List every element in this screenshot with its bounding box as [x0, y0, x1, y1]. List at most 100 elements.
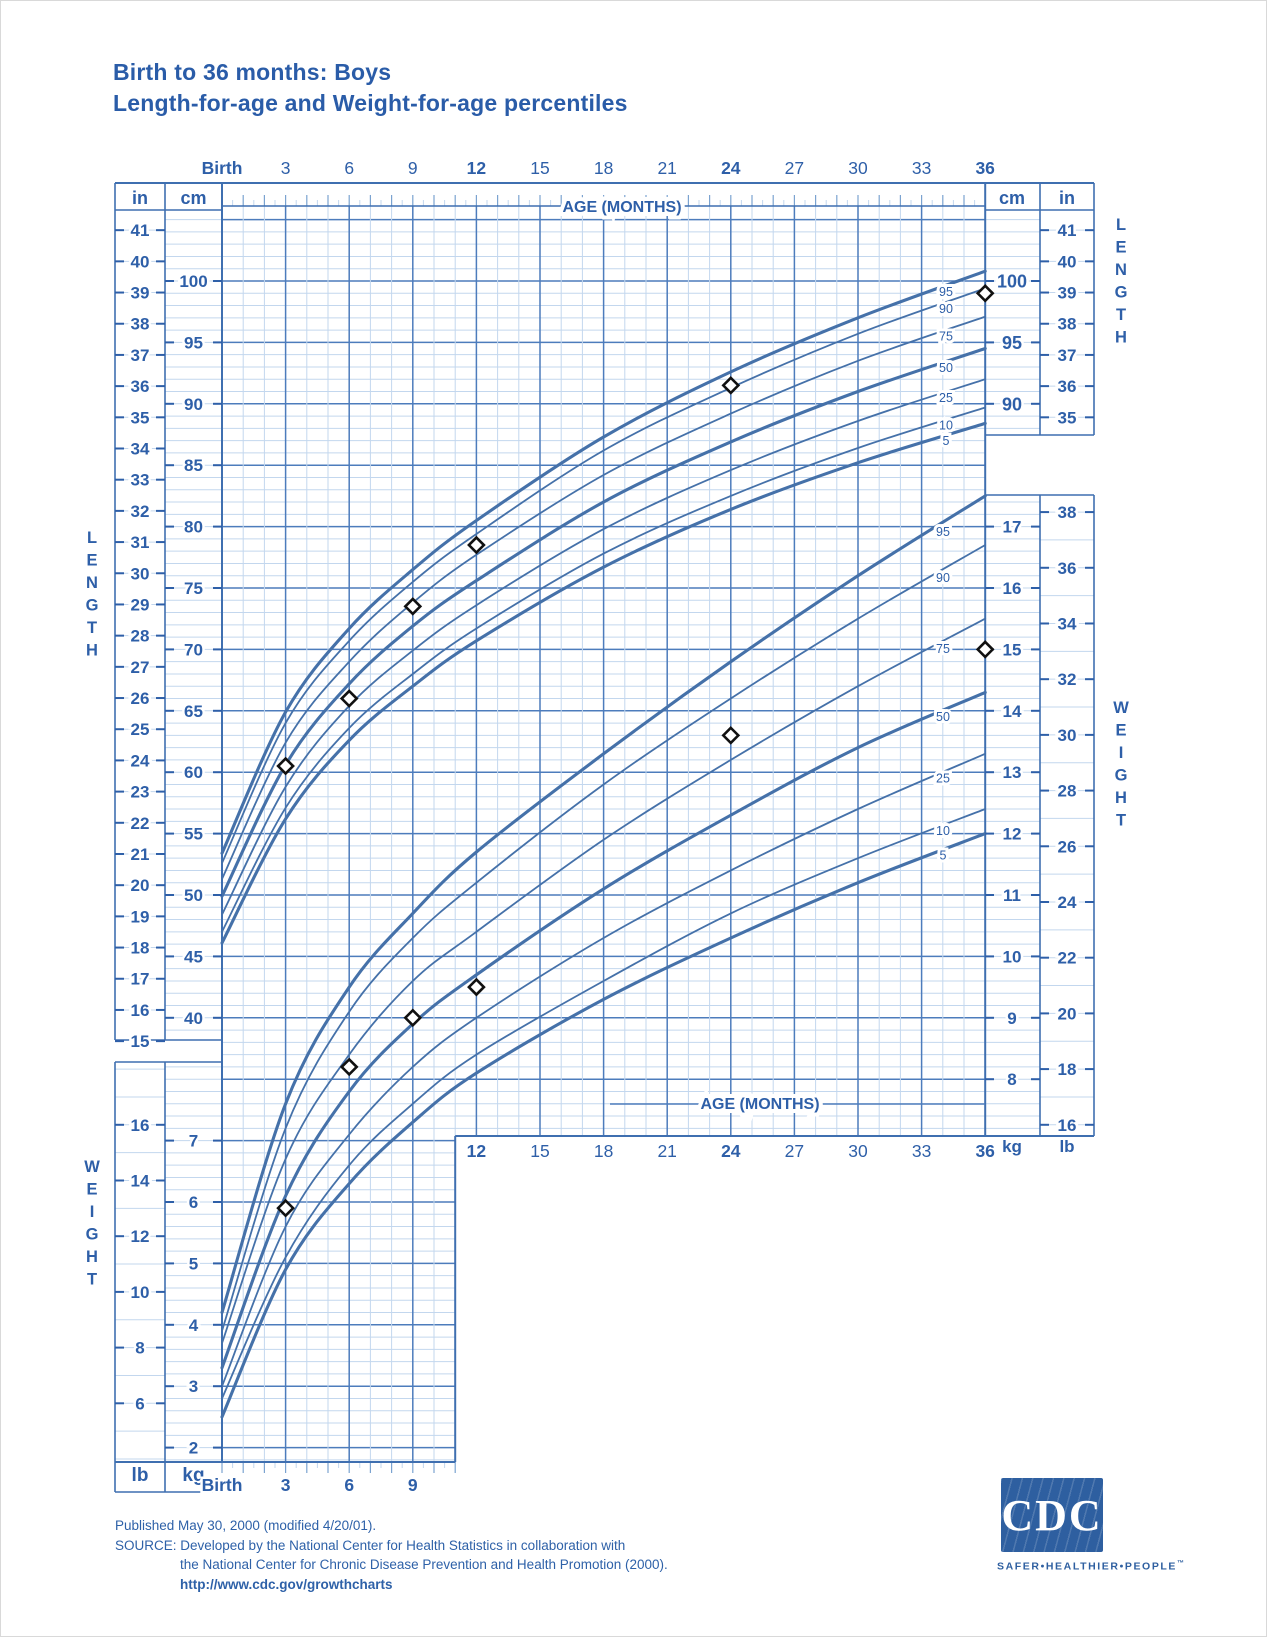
in-tick-32: 32: [131, 502, 150, 521]
cm-tick-95: 95: [184, 333, 203, 352]
in-tick-30: 30: [131, 564, 150, 583]
weight-word-right-letter: G: [1115, 767, 1128, 785]
month-top-Birth: Birth: [202, 158, 243, 178]
lb-right-34: 34: [1058, 614, 1077, 633]
footer-source-2: the National Center for Chronic Disease …: [180, 1557, 668, 1572]
in-tick-28: 28: [131, 627, 150, 646]
length-percentile-curves-p5: [220, 421, 987, 945]
weight-percentile-curves-p50: [220, 690, 987, 1370]
title-line-2: Length-for-age and Weight-for-age percen…: [113, 90, 628, 116]
cm-tick-70: 70: [184, 640, 203, 659]
age-months-top-label: AGE (MONTHS): [562, 199, 681, 216]
weight-percentile-curves-p90: [221, 544, 987, 1332]
cm-tick-45: 45: [184, 947, 203, 966]
frame-borders: [114, 182, 1095, 1493]
month-bottom-36: 36: [975, 1141, 995, 1161]
weight-point-12mo: [467, 977, 486, 997]
in-tick-21: 21: [131, 845, 150, 864]
lb-right-24: 24: [1058, 893, 1077, 912]
month-bottom-27: 27: [785, 1141, 804, 1161]
lb-right-32: 32: [1058, 670, 1077, 689]
cm-tick-80: 80: [184, 518, 203, 537]
kg-left-5: 5: [189, 1254, 198, 1273]
footer: Published May 30, 2000 (modified 4/20/01…: [115, 1516, 668, 1594]
lb-right-20: 20: [1058, 1004, 1077, 1023]
cdc-tagline: SAFER•HEALTHIER•PEOPLE™: [997, 1560, 1185, 1573]
weight-word-right-letter: T: [1116, 812, 1126, 830]
month-bottom-33: 33: [912, 1141, 931, 1161]
month-top-30: 30: [848, 158, 868, 178]
lb-right-28: 28: [1058, 782, 1077, 801]
lb-right-30: 30: [1058, 726, 1077, 745]
month-bottom-15: 15: [530, 1141, 549, 1161]
weight-point-24mo: [721, 726, 741, 745]
cm-tick-100: 100: [179, 272, 207, 291]
length-p10-label: 10: [939, 419, 953, 433]
in-tick-33: 33: [131, 471, 150, 490]
weight-word-left-letter: I: [90, 1203, 95, 1221]
length-point-9mo: [403, 597, 423, 616]
length-word-left-letter: E: [86, 552, 97, 570]
kg-left-4: 4: [189, 1316, 199, 1335]
lb-right-18: 18: [1058, 1060, 1077, 1079]
header-lb-right: lb: [1059, 1137, 1074, 1156]
cm-tick-50: 50: [184, 886, 203, 905]
month-top-27: 27: [785, 158, 804, 178]
weight-p10-label: 10: [936, 824, 950, 838]
month-top-33: 33: [912, 158, 931, 178]
kg-left-2: 2: [189, 1439, 198, 1458]
kg-right-14: 14: [1003, 702, 1022, 721]
month-top-21: 21: [657, 158, 676, 178]
weight-percentile-curves: [220, 494, 987, 1419]
weight-word-left-letter: H: [86, 1248, 98, 1266]
weight-word-left-letter: E: [86, 1181, 97, 1199]
length-word-left-letter: L: [87, 529, 97, 547]
in-tick-37: 37: [131, 346, 150, 365]
kg-right-11: 11: [1003, 886, 1021, 905]
lb-right-38: 38: [1058, 503, 1077, 522]
footer-published: Published May 30, 2000 (modified 4/20/01…: [115, 1518, 377, 1533]
cdc-logo-text: CDC: [1001, 1490, 1103, 1540]
header-in-right: in: [1059, 188, 1075, 208]
month-bottom-21: 21: [657, 1141, 676, 1161]
in-tick-27: 27: [131, 658, 150, 677]
cm-tick-85: 85: [184, 456, 203, 475]
in-tick-31: 31: [131, 533, 150, 552]
kg-right-16: 16: [1003, 579, 1022, 598]
month-top-6: 6: [344, 158, 354, 178]
lb-left-8: 8: [135, 1339, 144, 1358]
header-kg-right: kg: [1002, 1137, 1022, 1156]
lb-left-16: 16: [131, 1116, 150, 1135]
length-word-left-letter: N: [86, 574, 98, 592]
weight-point-36mo: [975, 640, 995, 659]
lb-left-10: 10: [131, 1283, 150, 1302]
kg-left-6: 6: [189, 1193, 198, 1212]
header-in-left: in: [132, 188, 148, 208]
month-top-12: 12: [467, 158, 487, 178]
in-tick-24: 24: [131, 751, 150, 770]
month-top-3: 3: [281, 158, 291, 178]
in-tick-19: 19: [131, 907, 150, 926]
tick-labels: 1009590858075706560555045404140393837363…: [115, 186, 1094, 1489]
header-kg-left: kg: [182, 1465, 204, 1486]
cm-tick-55: 55: [184, 825, 203, 844]
month-bottom-9: 9: [408, 1475, 418, 1495]
in-tick-23: 23: [131, 783, 150, 802]
patient-data-points: [276, 283, 995, 1218]
weight-p75-label: 75: [936, 642, 950, 656]
in-tick-40: 40: [131, 252, 150, 271]
lb-left-14: 14: [131, 1171, 150, 1190]
header-lb-left: lb: [132, 1465, 149, 1486]
weight-p95-label: 95: [936, 525, 950, 539]
in-tick-41: 41: [131, 221, 150, 240]
cm-tick-90: 90: [184, 395, 203, 414]
weight-percentile-curves-p25: [221, 752, 987, 1388]
cm-right-100: 100: [997, 272, 1027, 292]
month-bottom-3: 3: [281, 1475, 291, 1495]
lb-right-22: 22: [1058, 949, 1077, 968]
